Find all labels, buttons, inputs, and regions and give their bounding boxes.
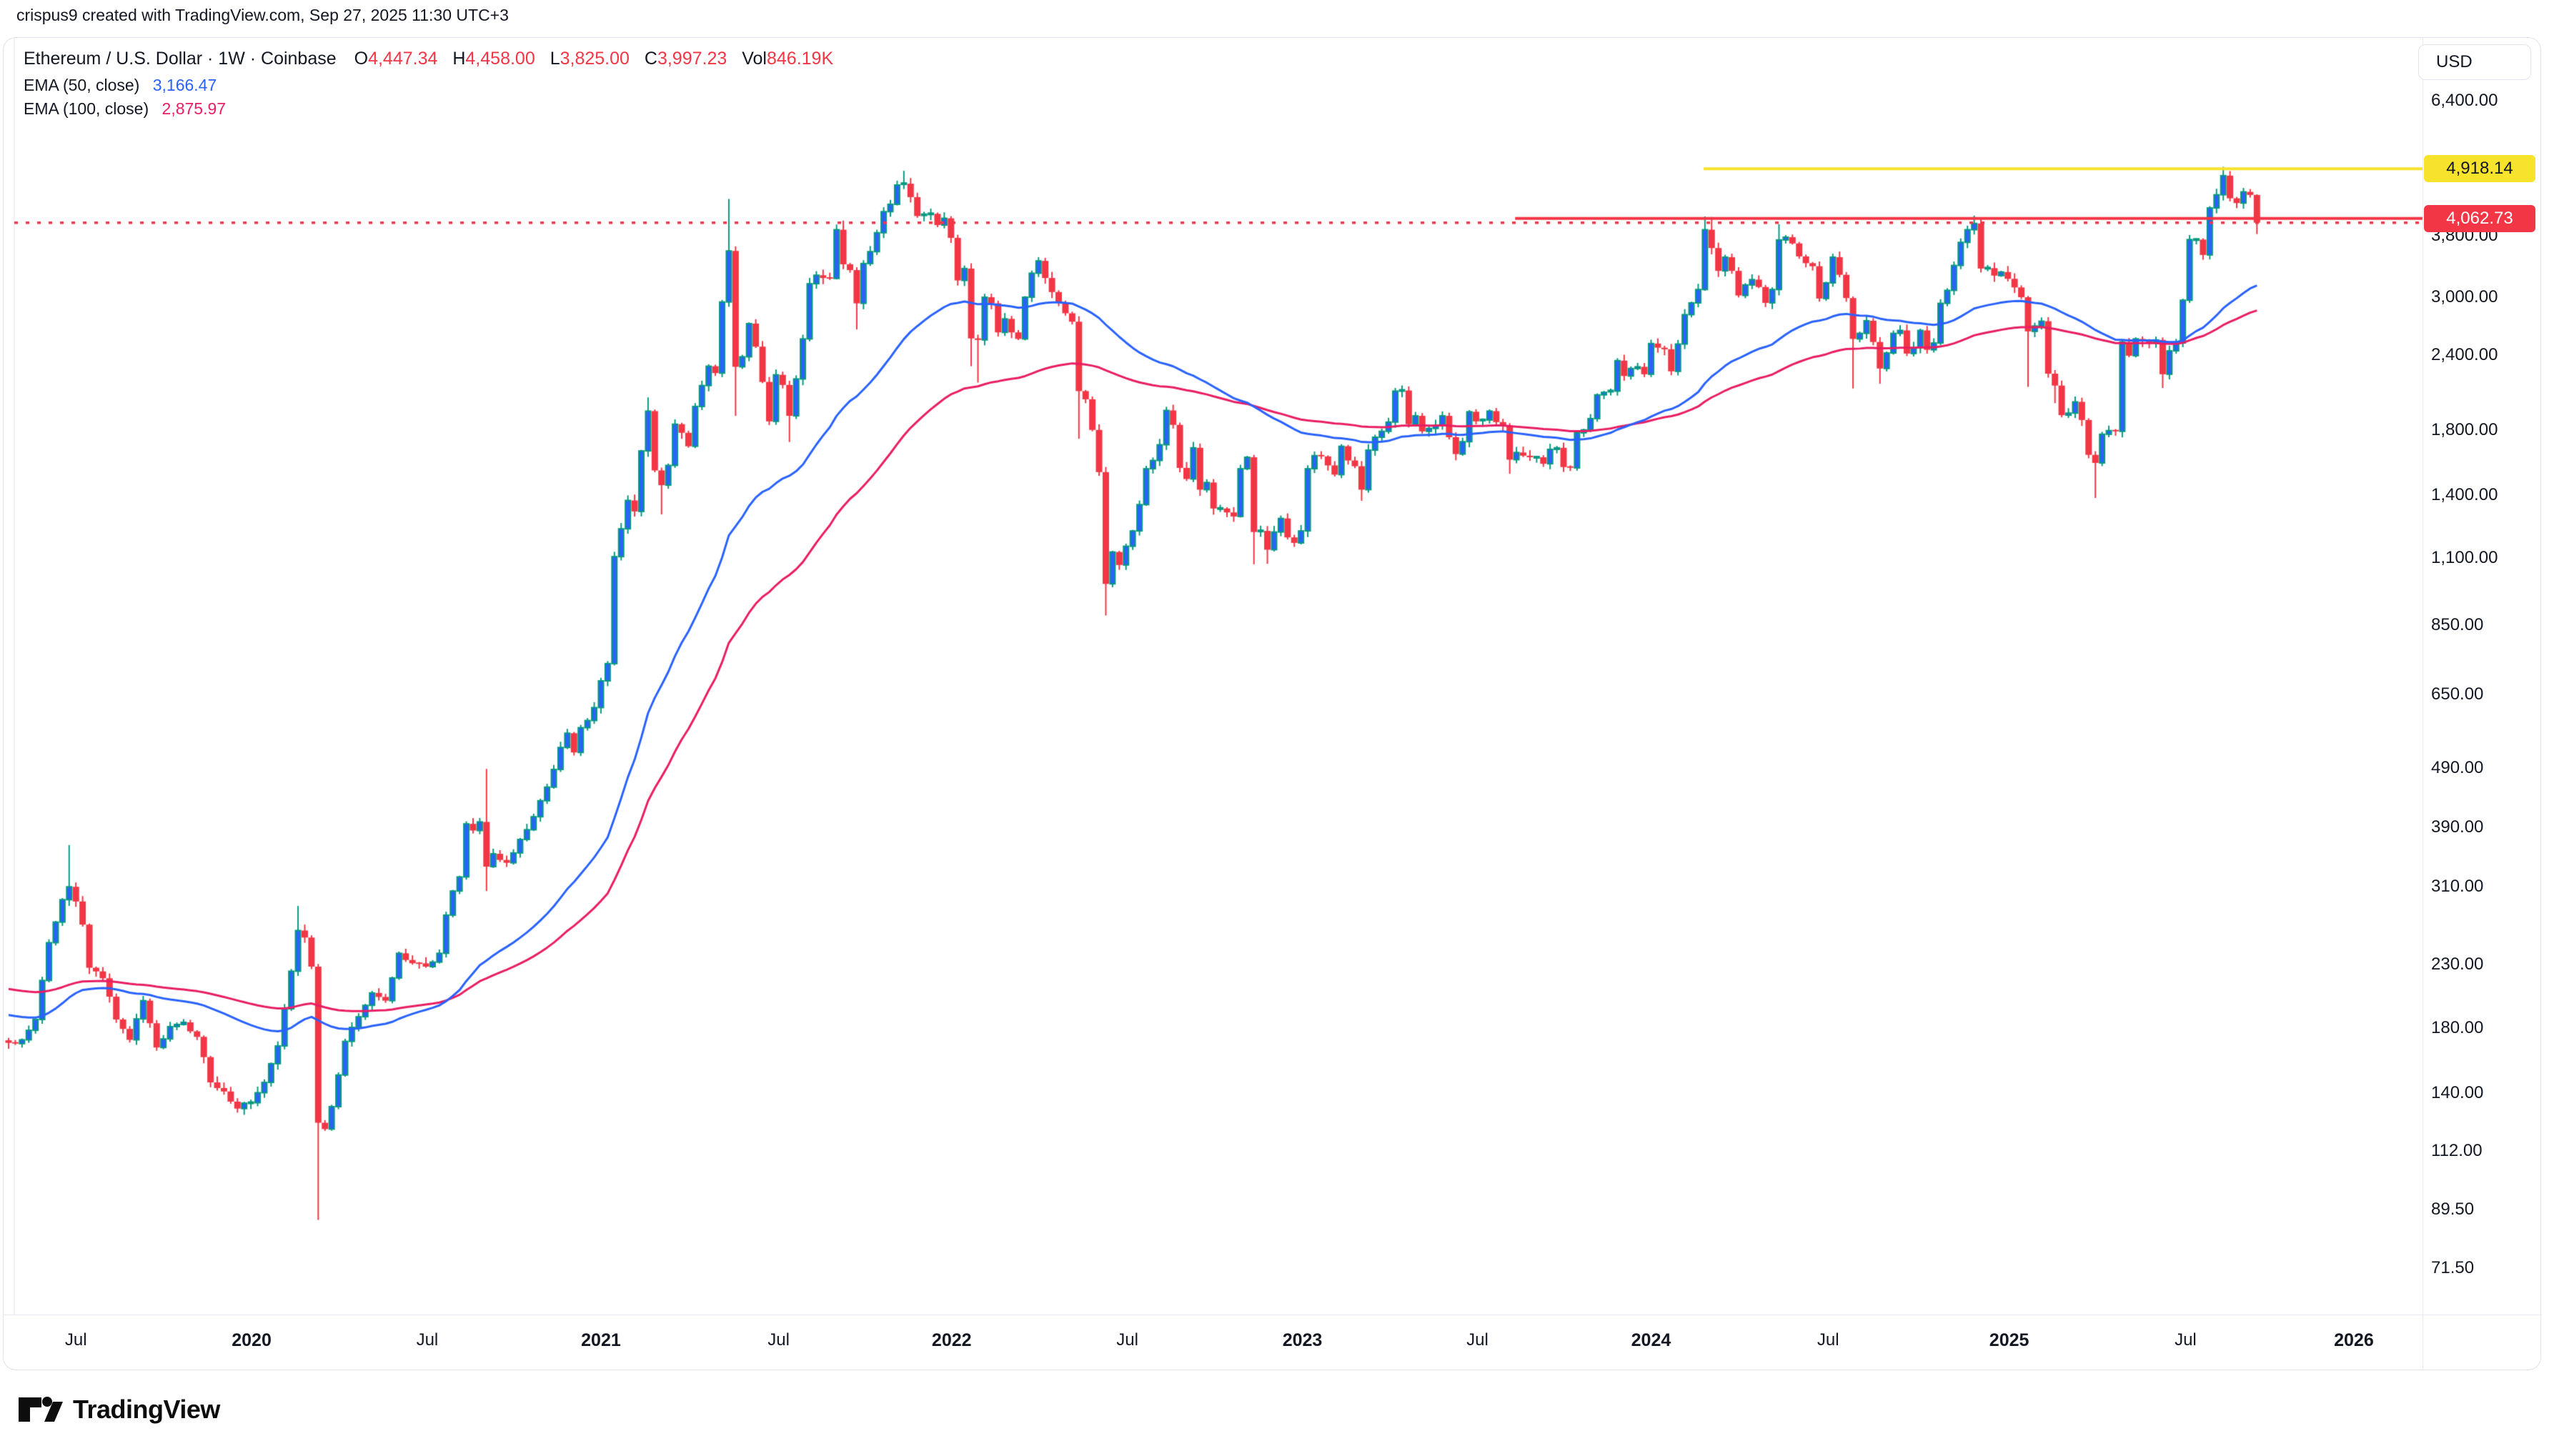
- time-label-month: Jul: [1817, 1330, 1839, 1350]
- time-label-month: Jul: [416, 1330, 439, 1350]
- low-value: 3,825.00: [560, 49, 630, 69]
- price-tick-label: 310.00: [2431, 877, 2484, 897]
- price-tick-label: 71.50: [2431, 1257, 2475, 1277]
- time-label-year: 2023: [1282, 1330, 1323, 1350]
- price-tick-label: 230.00: [2431, 954, 2484, 974]
- ema50-legend-row[interactable]: EMA (50, close) 3,166.47: [24, 76, 217, 95]
- price-tick-label: 490.00: [2431, 757, 2484, 777]
- ath-price-badge: 4,918.14: [2424, 155, 2535, 183]
- high-value: 4,458.00: [465, 49, 535, 69]
- price-tick-label: 3,000.00: [2431, 287, 2498, 306]
- symbol-title: Ethereum / U.S. Dollar · 1W · Coinbase: [24, 49, 337, 69]
- time-label-year: 2020: [232, 1330, 272, 1350]
- time-label-year: 2024: [1631, 1330, 1671, 1350]
- close-label: C: [644, 49, 657, 69]
- price-tick-label: 180.00: [2431, 1017, 2484, 1037]
- price-tick-label: 140.00: [2431, 1083, 2484, 1103]
- price-tick-label: 650.00: [2431, 684, 2484, 704]
- low-label: L: [550, 49, 560, 69]
- price-tick-label: 112.00: [2431, 1141, 2483, 1161]
- time-label-month: Jul: [64, 1330, 87, 1350]
- price-tick-label: 390.00: [2431, 817, 2484, 837]
- ema100-value: 2,875.97: [162, 99, 227, 118]
- time-label-year: 2022: [931, 1330, 972, 1350]
- time-axis-scale-area[interactable]: [3, 1315, 2423, 1370]
- ema50-label: EMA (50, close): [24, 76, 140, 94]
- time-label-year: 2026: [2334, 1330, 2374, 1350]
- volume-value: 846.19K: [766, 49, 834, 69]
- tradingview-logo-text: TradingView: [73, 1395, 220, 1424]
- price-tick-label: 1,400.00: [2431, 485, 2498, 505]
- close-value: 3,997.23: [657, 49, 727, 69]
- price-tick-label: 850.00: [2431, 614, 2484, 634]
- ema100-label: EMA (100, close): [24, 99, 149, 118]
- symbol-legend-row[interactable]: Ethereum / U.S. Dollar · 1W · Coinbase O…: [24, 49, 843, 69]
- attribution-text: crispus9 created with TradingView.com, S…: [16, 6, 509, 24]
- open-label: O: [354, 49, 369, 69]
- time-label-month: Jul: [1466, 1330, 1489, 1350]
- volume-label: Vol: [742, 49, 767, 69]
- time-label-year: 2021: [581, 1330, 621, 1350]
- time-label-month: Jul: [2175, 1330, 2197, 1350]
- price-tick-label: 2,400.00: [2431, 345, 2498, 365]
- high-label: H: [452, 49, 466, 69]
- price-tick-label: 89.50: [2431, 1200, 2475, 1219]
- time-label-month: Jul: [767, 1330, 790, 1350]
- tradingview-logo[interactable]: TradingView: [18, 1393, 220, 1426]
- ema100-legend-row[interactable]: EMA (100, close) 2,875.97: [24, 99, 226, 119]
- ema50-value: 3,166.47: [152, 76, 217, 94]
- price-tick-label: 1,100.00: [2431, 547, 2498, 567]
- time-label-year: 2025: [1989, 1330, 2029, 1350]
- price-tick-label: 6,400.00: [2431, 90, 2498, 110]
- resistance-price-badge: 4,062.73: [2424, 204, 2535, 232]
- tradingview-logo-icon: [19, 1397, 63, 1422]
- time-label-month: Jul: [1116, 1330, 1138, 1350]
- open-value: 4,447.34: [368, 49, 438, 69]
- currency-selector-button[interactable]: USD: [2418, 44, 2531, 80]
- price-tick-label: 1,800.00: [2431, 419, 2498, 439]
